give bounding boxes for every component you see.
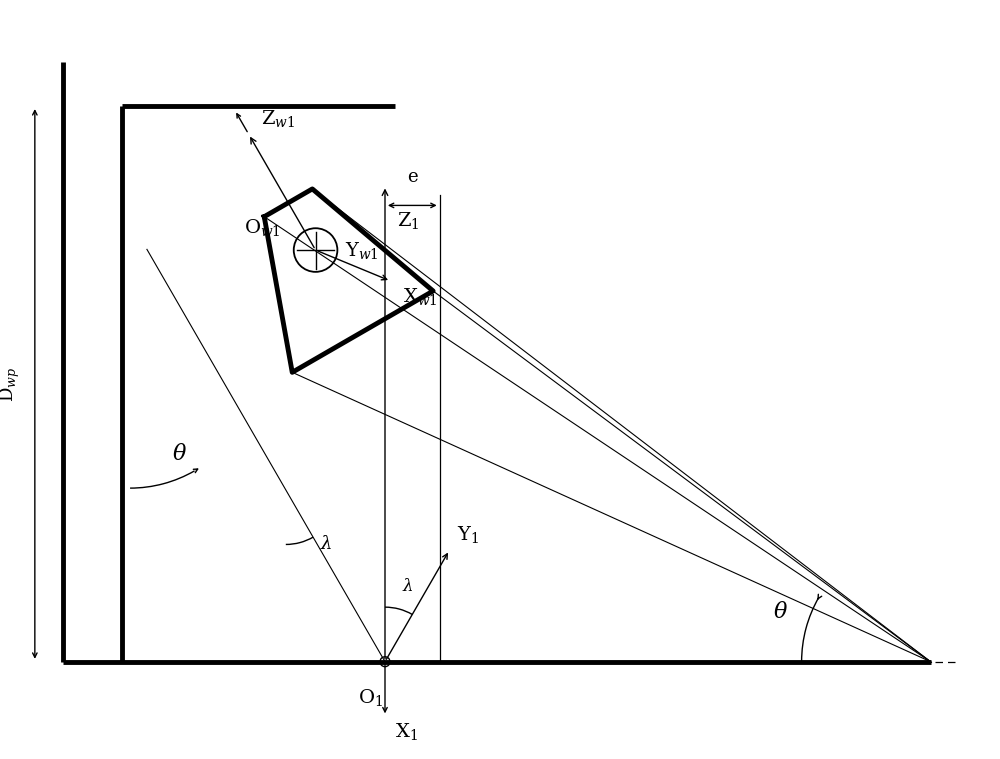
Text: O$_1$: O$_1$ xyxy=(358,686,383,707)
Text: θ: θ xyxy=(173,443,186,465)
Text: λ: λ xyxy=(403,578,413,594)
Text: θ: θ xyxy=(773,601,787,623)
Text: Z$_{w1}$: Z$_{w1}$ xyxy=(261,108,295,129)
Text: Y$_1$: Y$_1$ xyxy=(457,524,479,545)
Text: λ: λ xyxy=(321,534,332,553)
Text: O$_{w1}$: O$_{w1}$ xyxy=(244,217,281,238)
Text: e: e xyxy=(407,168,418,186)
Text: D$_{wp}$: D$_{wp}$ xyxy=(0,367,22,402)
Text: X$_{w1}$: X$_{w1}$ xyxy=(403,286,437,307)
Text: X$_1$: X$_1$ xyxy=(395,721,418,742)
Text: Z$_1$: Z$_1$ xyxy=(397,209,419,231)
Text: Y$_{w1}$: Y$_{w1}$ xyxy=(345,240,379,260)
